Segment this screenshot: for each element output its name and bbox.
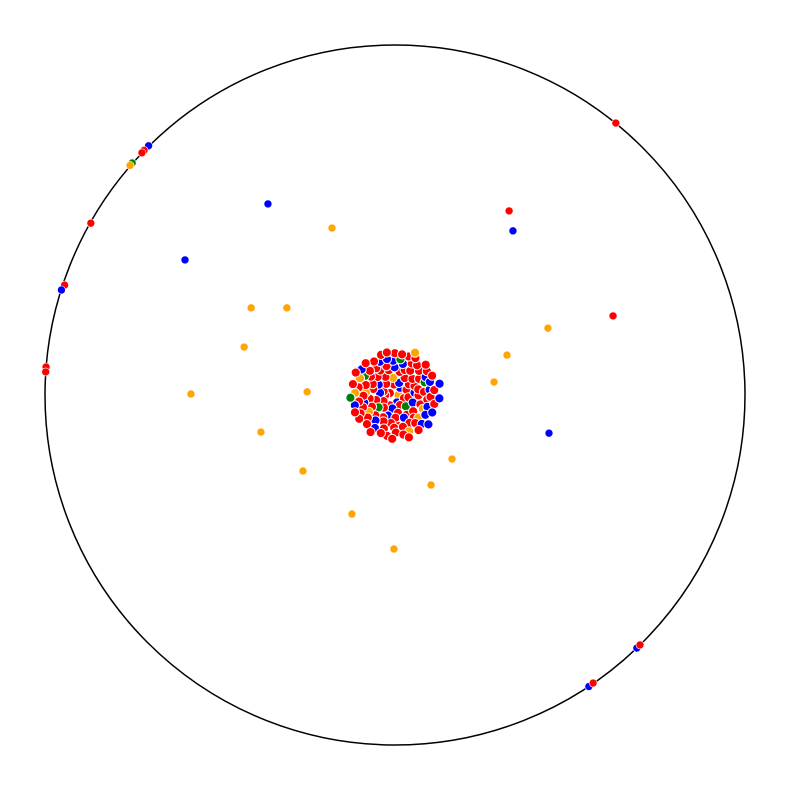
data-point-orange <box>502 350 512 360</box>
data-point-orange <box>489 377 499 387</box>
data-point-red <box>429 385 440 396</box>
data-point-red <box>381 347 392 358</box>
data-point-red <box>611 118 621 128</box>
data-point-orange <box>246 303 256 313</box>
data-point-red <box>349 407 361 418</box>
data-point-blue <box>57 285 66 295</box>
data-point-orange <box>282 303 292 313</box>
data-point-red <box>403 432 415 443</box>
data-point-orange <box>302 387 312 397</box>
data-point-orange <box>347 509 357 519</box>
data-point-orange <box>327 223 337 233</box>
data-point-blue <box>508 226 518 236</box>
data-point-blue <box>427 407 438 418</box>
data-point-blue <box>423 419 434 430</box>
data-point-orange <box>543 323 553 333</box>
data-point-blue <box>180 255 190 265</box>
data-point-red <box>360 358 371 369</box>
data-point-red <box>86 218 96 228</box>
data-point-red <box>137 148 147 158</box>
data-point-red <box>504 206 514 216</box>
data-point-red <box>635 640 645 650</box>
data-point-red <box>387 433 398 444</box>
data-point-orange <box>447 454 457 464</box>
points-layer <box>41 118 645 691</box>
data-point-red <box>413 425 424 436</box>
data-point-orange <box>298 466 308 476</box>
data-point-orange <box>409 347 421 358</box>
data-point-blue <box>544 428 554 438</box>
data-point-red <box>420 359 431 370</box>
data-point-red <box>375 427 386 439</box>
data-point-blue <box>434 393 445 404</box>
data-point-blue <box>434 378 445 389</box>
data-point-red <box>41 367 51 377</box>
data-point-green <box>345 392 356 403</box>
data-point-red <box>347 379 359 390</box>
data-point-orange <box>239 342 249 352</box>
data-point-red <box>608 311 618 321</box>
data-point-orange <box>426 480 436 490</box>
unit-circle-boundary <box>44 44 746 746</box>
data-point-red <box>396 349 408 360</box>
data-point-orange <box>186 389 196 399</box>
data-point-orange <box>125 161 135 170</box>
data-point-red <box>427 370 438 381</box>
data-point-orange <box>256 427 266 437</box>
data-point-red <box>588 678 598 688</box>
data-point-blue <box>263 199 273 209</box>
data-point-red <box>365 426 376 438</box>
data-point-orange <box>389 544 399 554</box>
data-point-red <box>350 367 361 378</box>
